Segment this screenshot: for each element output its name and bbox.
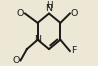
Text: N: N xyxy=(34,35,41,44)
Text: N: N xyxy=(45,4,53,13)
Text: O: O xyxy=(13,56,20,65)
Text: O: O xyxy=(17,9,24,18)
Text: F: F xyxy=(71,46,76,56)
Text: O: O xyxy=(71,9,78,18)
Text: H: H xyxy=(46,1,52,10)
